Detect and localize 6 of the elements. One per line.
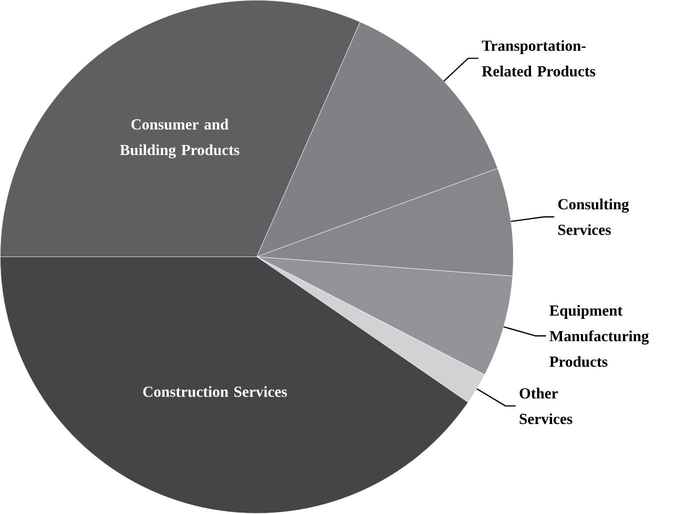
slice-label: Consumer and Building Products xyxy=(120,119,240,159)
slice-label: Transportation-Related Products xyxy=(482,40,596,77)
slice-label: Consulting Services xyxy=(558,198,629,236)
slice-label: Other Services xyxy=(520,388,572,424)
slice-label: Equipment Manufacturing Products xyxy=(550,305,649,368)
slice-label: Construction Services xyxy=(143,386,287,398)
